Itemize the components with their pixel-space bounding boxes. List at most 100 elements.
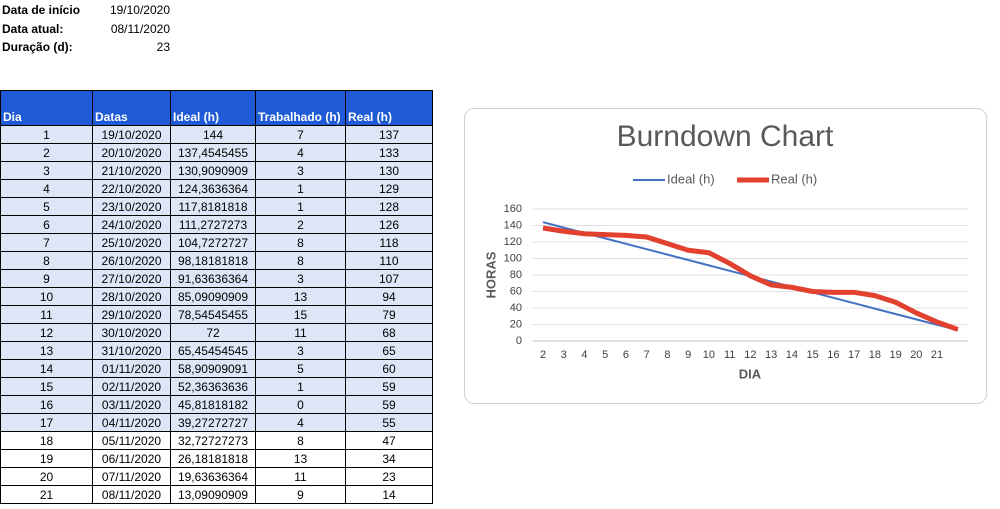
cell: 29/10/2020 xyxy=(92,305,171,324)
cell: 9 xyxy=(0,269,93,288)
cell: 2 xyxy=(255,215,346,234)
info: Data de início 19/10/2020 Data atual: 08/11… xyxy=(2,1,170,57)
cell: 124,3636364 xyxy=(170,179,256,198)
cell: 104,7272727 xyxy=(170,233,256,252)
cell: 1 xyxy=(255,197,346,216)
cell: 22/10/2020 xyxy=(92,179,171,198)
row: 6 24/10/2020 111,2727273 2 126 xyxy=(0,215,433,234)
cell: 0 xyxy=(255,395,346,414)
x-tick-label: 14 xyxy=(786,349,798,361)
x-tick-label: 11 xyxy=(724,349,735,361)
row: 14 01/11/2020 58,90909091 5 60 xyxy=(0,359,433,378)
cell: 94 xyxy=(345,287,433,306)
cell: 06/11/2020 xyxy=(92,449,171,468)
series-line xyxy=(542,225,959,332)
x-tick-label: 21 xyxy=(931,349,943,361)
y-tick-label: 0 xyxy=(516,335,522,347)
cell: 16 xyxy=(0,395,93,414)
row: 21 08/11/2020 13,09090909 9 14 xyxy=(0,485,433,504)
cell: 7 xyxy=(0,233,93,252)
x-tick-label: 2 xyxy=(540,349,546,361)
cell: 60 xyxy=(345,359,433,378)
cell: 59 xyxy=(345,377,433,396)
cell: 78,54545455 xyxy=(170,305,256,324)
y-tick-label: 140 xyxy=(504,219,522,231)
cell: 3 xyxy=(255,161,346,180)
cell: 27/10/2020 xyxy=(92,269,171,288)
x-tick-label: 20 xyxy=(910,349,922,361)
cell: 11 xyxy=(255,323,346,342)
cell: 13 xyxy=(0,341,93,360)
y-tick-label: 100 xyxy=(504,252,522,264)
info-row: Duração (d): 23 xyxy=(2,38,170,57)
row: 9 27/10/2020 91,63636364 3 107 xyxy=(0,269,433,288)
cell: 25/10/2020 xyxy=(92,233,171,252)
cell: 02/11/2020 xyxy=(92,377,171,396)
cell: 15 xyxy=(255,305,346,324)
cell: 129 xyxy=(345,179,433,198)
cell: 144 xyxy=(170,125,256,144)
cell: 130 xyxy=(345,161,433,180)
cell: 55 xyxy=(345,413,433,432)
row: 5 23/10/2020 117,8181818 1 128 xyxy=(0,197,433,216)
cell: 128 xyxy=(345,197,433,216)
cell: 24/10/2020 xyxy=(92,215,171,234)
x-axis-label: DIA xyxy=(739,366,762,381)
cell: 1 xyxy=(0,125,93,144)
x-tick-label: 5 xyxy=(602,349,608,361)
cell: 01/11/2020 xyxy=(92,359,171,378)
cell: 13,09090909 xyxy=(170,485,256,504)
x-tick-label: 12 xyxy=(744,349,756,361)
cell: 03/11/2020 xyxy=(92,395,171,414)
cell: 30/10/2020 xyxy=(92,323,171,342)
cell: 8 xyxy=(255,251,346,270)
cell: 98,18181818 xyxy=(170,251,256,270)
row: 11 29/10/2020 78,54545455 15 79 xyxy=(0,305,433,324)
x-tick-label: 19 xyxy=(889,349,901,361)
cell: 07/11/2020 xyxy=(92,467,171,486)
row: 19 06/11/2020 26,18181818 13 34 xyxy=(0,449,433,468)
y-tick-label: 20 xyxy=(510,318,522,330)
row: 16 03/11/2020 45,81818182 0 59 xyxy=(0,395,433,414)
x-tick-label: 6 xyxy=(623,349,629,361)
cell: 59 xyxy=(345,395,433,414)
info-label: Duração (d): xyxy=(2,40,73,54)
y-tick-label: 40 xyxy=(510,302,522,314)
y-tick-label: 160 xyxy=(504,203,522,215)
cell: 5 xyxy=(255,359,346,378)
cell: 65 xyxy=(345,341,433,360)
chart-title: Burndown Chart xyxy=(617,120,834,153)
cell: 28/10/2020 xyxy=(92,287,171,306)
cell: 23/10/2020 xyxy=(92,197,171,216)
cell: 65,45454545 xyxy=(170,341,256,360)
cell: 110 xyxy=(345,251,433,270)
y-tick-label: 120 xyxy=(504,236,522,248)
info-label: Data atual: xyxy=(2,21,64,36)
row: 20 07/11/2020 19,63636364 11 23 xyxy=(0,467,433,486)
cell: 85,09090909 xyxy=(170,287,256,306)
info-value: 23 xyxy=(156,40,170,54)
row: 3 21/10/2020 130,9090909 3 130 xyxy=(0,161,433,180)
legend-label: Ideal (h) xyxy=(667,171,715,186)
info-value: 19/10/2020 xyxy=(109,3,170,17)
x-tick-label: 10 xyxy=(703,349,715,361)
row: 2 20/10/2020 137,4545455 4 133 xyxy=(0,143,433,162)
x-tick-label: 3 xyxy=(561,349,567,361)
row: 18 05/11/2020 32,72727273 8 47 xyxy=(0,431,433,450)
cell: 04/11/2020 xyxy=(92,413,171,432)
cell: 4 xyxy=(255,413,346,432)
x-tick-label: 4 xyxy=(581,349,587,361)
row: 4 22/10/2020 124,3636364 1 129 xyxy=(0,179,433,198)
cell: 117,8181818 xyxy=(170,197,256,216)
y-tick-label: 80 xyxy=(510,269,522,281)
cell: 34 xyxy=(345,449,433,468)
row: 1 19/10/2020 144 7 137 xyxy=(0,125,433,144)
cell: 14 xyxy=(0,359,93,378)
header-cell: Real (h) xyxy=(345,90,433,126)
row: 7 25/10/2020 104,7272727 8 118 xyxy=(0,233,433,252)
x-tick-label: 18 xyxy=(869,349,881,361)
header-cell: Ideal (h) xyxy=(170,90,256,126)
cell: 7 xyxy=(255,125,346,144)
